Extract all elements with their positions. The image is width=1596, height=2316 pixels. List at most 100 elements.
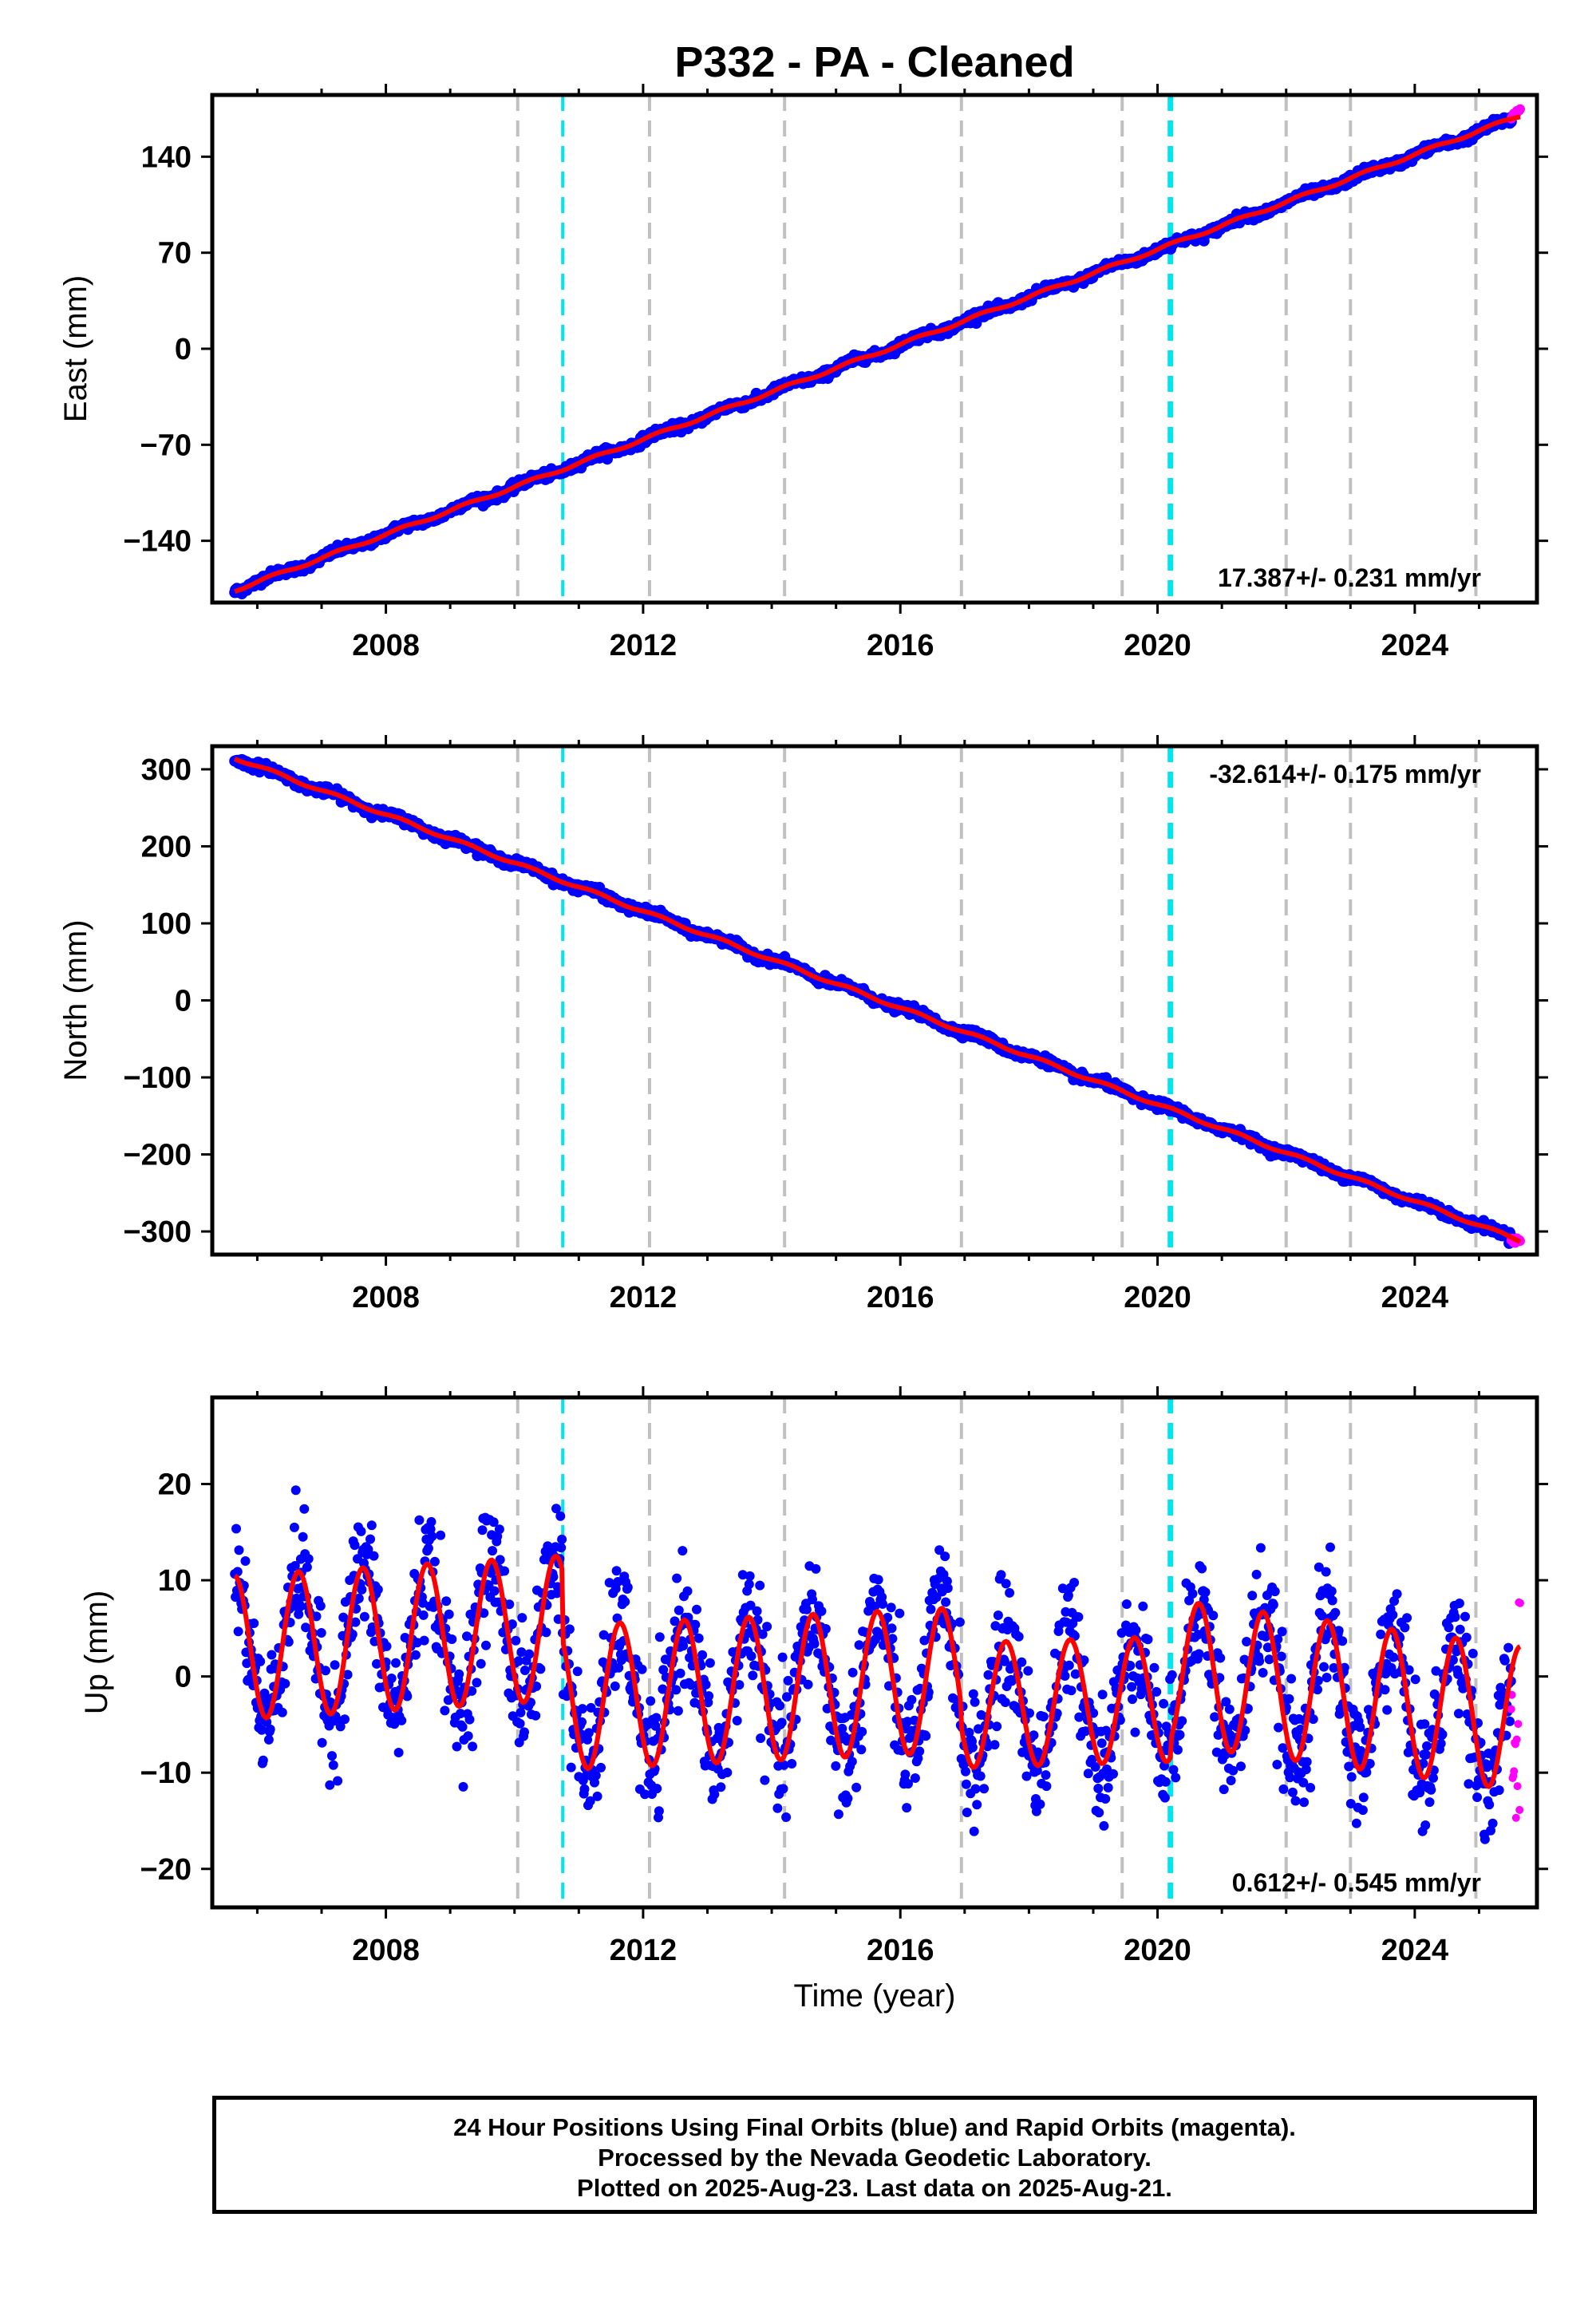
data-point-final [519,1666,530,1675]
data-point-final [511,1635,521,1646]
data-point-final [921,1731,931,1741]
data-point-final [716,1782,726,1792]
data-point-final [775,1701,785,1711]
data-point-final [454,1669,464,1679]
data-point-final [954,1617,965,1627]
x-tick-label: 2008 [352,629,420,662]
data-point-final [903,1717,913,1727]
y-axis-label: East (mm) [58,275,93,422]
data-point-final [333,1776,343,1786]
data-point-final [974,1724,983,1734]
data-point-final [934,1545,945,1555]
data-point-final [919,1635,930,1646]
data-point-final [548,1571,559,1582]
y-tick-label: 0 [175,333,192,366]
y-tick-label: 200 [141,830,192,864]
data-point-final [564,1624,575,1634]
data-point-final [612,1613,622,1623]
data-point-final [1032,1765,1042,1776]
data-point-final [240,1556,251,1566]
data-point-final [441,1596,452,1607]
x-tick-label: 2008 [352,1281,420,1314]
data-point-final [837,1723,847,1733]
data-point-final [604,1578,614,1588]
data-point-final [402,1691,413,1701]
data-point-final [705,1658,715,1668]
data-point-final [833,1809,843,1820]
data-point-final [513,1656,523,1666]
data-point-final [915,1746,925,1757]
event-lines [516,95,1478,603]
data-point-final [781,1812,792,1822]
data-point-final [886,1603,896,1613]
data-point-final [857,1726,867,1737]
data-point-final [964,1727,974,1737]
data-point-final [426,1516,437,1527]
data-point-final [488,1517,499,1528]
data-point-final [654,1632,665,1642]
y-tick-label: 70 [158,237,192,271]
data-point-final [654,1806,664,1816]
data-point-final [298,1531,308,1542]
data-point-final [369,1551,379,1561]
data-point-final [440,1705,450,1716]
data-point-final [419,1635,429,1646]
data-point-final [277,1707,287,1717]
data-point-final [393,1748,404,1757]
data-point-final [577,1704,587,1714]
data-point-final [614,1662,624,1673]
data-point-final [311,1611,322,1622]
data-point-final [620,1597,630,1607]
data-point-final [900,1769,911,1780]
data-point-final [585,1796,595,1806]
data-point-final [328,1760,338,1770]
data-point-final [782,1692,792,1702]
data-point-final [457,1721,468,1732]
data-point-final [481,1640,491,1650]
data-point-final [354,1593,364,1603]
data-point-final [356,1526,366,1536]
data-point-final [961,1766,970,1777]
y-tick-label: 100 [141,907,192,941]
data-point-final [1060,1671,1070,1681]
x-tick-label: 2016 [867,629,934,662]
data-point-final [579,1784,590,1794]
data-point-final [335,1721,346,1732]
data-point-final [870,1601,880,1611]
data-point-final [1069,1578,1080,1587]
data-point-final [722,1768,733,1777]
data-point-final [811,1563,821,1574]
data-point-final [299,1504,310,1514]
data-point-final [622,1583,633,1592]
data-point-final [847,1667,858,1678]
data-point-final [969,1826,979,1836]
data-point-final [472,1678,482,1688]
data-point-final [826,1735,836,1745]
data-point-final [462,1631,472,1642]
data-point-final [678,1546,688,1556]
data-point-final [391,1658,401,1668]
data-point-final [673,1705,683,1716]
data-point-final [555,1511,566,1521]
data-point-final [999,1656,1009,1666]
data-point-final [342,1670,353,1680]
data-point-final [350,1540,360,1551]
data-point-final [592,1791,602,1801]
data-point-final [1029,1730,1039,1741]
data-point-final [315,1601,326,1611]
data-point-final [1041,1770,1051,1780]
data-point-final [847,1757,857,1767]
data-point-final [242,1658,252,1669]
data-point-final [972,1800,982,1810]
data-point-final [516,1647,527,1658]
data-point-final [1066,1686,1077,1696]
data-point-final [325,1780,335,1790]
data-point-final [697,1650,708,1660]
data-point-final [249,1618,259,1628]
data-point-final [760,1775,770,1785]
data-point-final [1017,1657,1027,1667]
data-point-final [809,1638,820,1649]
data-point-final [856,1745,867,1755]
data-point-rapid [1515,104,1525,114]
